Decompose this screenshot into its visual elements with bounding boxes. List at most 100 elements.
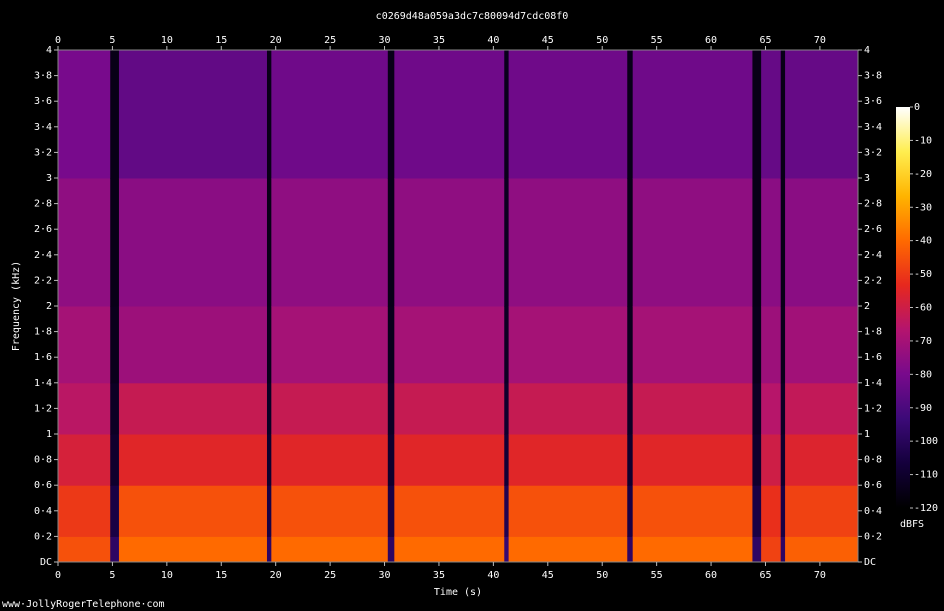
heatmap-cell <box>780 178 786 307</box>
x-tick-label: 10 <box>161 570 173 581</box>
heatmap-cell <box>58 50 111 179</box>
heatmap-cell <box>110 485 120 537</box>
x-tick-label: 20 <box>270 570 282 581</box>
x-tick-label: 40 <box>487 35 499 46</box>
y-tick-label: 3·2 <box>864 147 882 158</box>
y-tick-label: 1·4 <box>34 378 52 389</box>
heatmap-cell <box>118 382 268 435</box>
heatmap-cell <box>780 536 786 563</box>
x-tick-label: 45 <box>542 570 554 581</box>
x-tick-label: 5 <box>109 570 115 581</box>
colorbar-tick-label: -20 <box>914 169 932 180</box>
heatmap-cell <box>632 50 753 179</box>
footer: www·JollyRogerTelephone·com <box>2 599 165 610</box>
heatmap-cell <box>761 485 782 537</box>
heatmap-cell <box>271 434 389 486</box>
heatmap-cell <box>508 485 628 537</box>
y-tick-label: 2·2 <box>864 275 882 286</box>
heatmap-cell <box>780 306 786 384</box>
heatmap-cell <box>271 306 389 384</box>
heatmap-cell <box>761 50 782 179</box>
y-tick-label: 0·6 <box>864 480 882 491</box>
x-tick-label: 5 <box>109 35 115 46</box>
heatmap-cell <box>504 434 510 486</box>
x-tick-label: 70 <box>814 35 826 46</box>
heatmap-cell <box>271 536 389 563</box>
heatmap-cell <box>266 382 272 435</box>
heatmap-cell <box>394 382 505 435</box>
x-tick-label: 35 <box>433 570 445 581</box>
heatmap-cell <box>504 485 510 537</box>
colorbar-tick-label: -30 <box>914 202 932 213</box>
colorbar <box>896 107 910 508</box>
heatmap-cell <box>271 178 389 307</box>
heatmap-cell <box>110 306 120 384</box>
y-tick-label: 1·2 <box>34 403 52 414</box>
heatmap-cell <box>627 50 634 179</box>
heatmap-cell <box>266 536 272 563</box>
heatmap-cell <box>394 306 505 384</box>
heatmap-cell <box>266 50 272 179</box>
x-axis-label: Time (s) <box>434 587 482 598</box>
x-tick-label: 0 <box>55 35 61 46</box>
x-tick-label: 65 <box>759 570 771 581</box>
y-tick-label: 3·4 <box>34 122 52 133</box>
heatmap-cell <box>752 178 762 307</box>
x-tick-label: 30 <box>379 570 391 581</box>
y-tick-label: 1·8 <box>864 327 882 338</box>
x-tick-label: 20 <box>270 35 282 46</box>
heatmap-cell <box>785 536 859 563</box>
heatmap-cell <box>387 382 395 435</box>
x-tick-label: 60 <box>705 35 717 46</box>
heatmap-cell <box>271 485 389 537</box>
heatmap-cell <box>752 485 762 537</box>
heatmap-cell <box>394 485 505 537</box>
y-tick-label: 2·4 <box>864 250 882 261</box>
heatmap-cell <box>118 536 268 563</box>
colorbar-tick-label: -100 <box>914 436 938 447</box>
x-tick-label: 65 <box>759 35 771 46</box>
heatmap-cell <box>118 434 268 486</box>
heatmap-cell <box>785 382 859 435</box>
heatmap-cell <box>271 382 389 435</box>
colorbar-tick-label: -90 <box>914 403 932 414</box>
y-tick-label: 0·8 <box>864 455 882 466</box>
y-tick-label: 0·6 <box>34 480 52 491</box>
heatmap-cell <box>752 306 762 384</box>
heatmap-cell <box>266 178 272 307</box>
y-tick-label: 0·2 <box>864 531 882 542</box>
colorbar-tick-label: -50 <box>914 269 932 280</box>
heatmap-cell <box>632 306 753 384</box>
y-tick-label: 0·2 <box>34 531 52 542</box>
heatmap-cell <box>266 485 272 537</box>
colorbar-tick-label: -70 <box>914 336 932 347</box>
heatmap-cell <box>780 485 786 537</box>
heatmap-cell <box>508 382 628 435</box>
y-tick-label: 2·6 <box>34 224 52 235</box>
heatmap-cell <box>785 485 859 537</box>
heatmap-cell <box>632 382 753 435</box>
y-tick-label: 3 <box>864 173 870 184</box>
heatmap-cell <box>58 434 111 486</box>
y-tick-label: 1·8 <box>34 327 52 338</box>
heatmap-cell <box>58 306 111 384</box>
heatmap-cell <box>508 50 628 179</box>
colorbar-tick-label: -80 <box>914 369 932 380</box>
x-tick-label: 50 <box>596 35 608 46</box>
heatmap-cell <box>110 434 120 486</box>
heatmap-cell <box>627 536 634 563</box>
heatmap-cell <box>118 178 268 307</box>
chart-title: c0269d48a059a3dc7c80094d7cdc08f0 <box>376 11 569 22</box>
colorbar-tick-label: -60 <box>914 303 932 314</box>
x-tick-label: 70 <box>814 570 826 581</box>
heatmap-cell <box>508 178 628 307</box>
x-tick-label: 60 <box>705 570 717 581</box>
heatmap-cell <box>110 382 120 435</box>
y-tick-label: 2·4 <box>34 250 52 261</box>
heatmap-cell <box>387 306 395 384</box>
x-tick-label: 0 <box>55 570 61 581</box>
heatmap-cell <box>394 50 505 179</box>
y-tick-label: 0·8 <box>34 455 52 466</box>
heatmap-cell <box>780 434 786 486</box>
